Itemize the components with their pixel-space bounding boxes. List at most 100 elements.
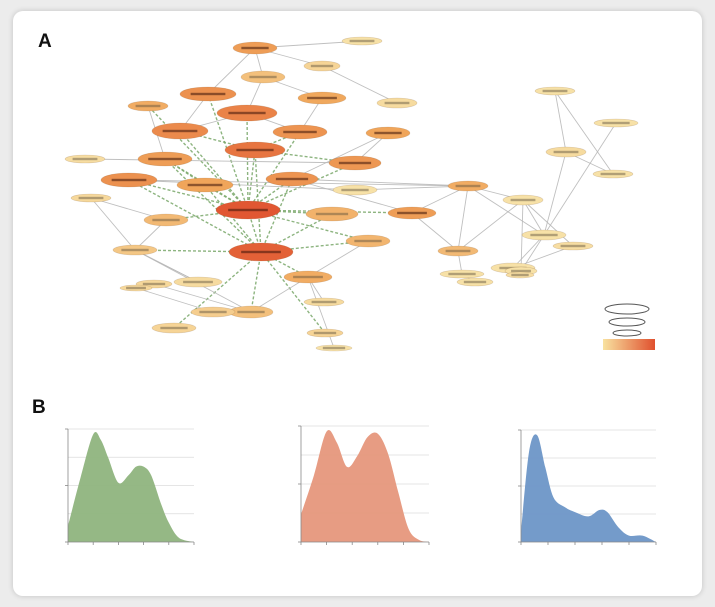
network-node-label-mark — [187, 183, 223, 187]
network-node — [70, 193, 112, 203]
network-node-shape — [240, 70, 286, 84]
network-node-shape — [64, 154, 106, 164]
network-edge — [254, 149, 262, 253]
network-node-label-mark — [310, 64, 334, 68]
network-node-label-mark — [315, 212, 349, 216]
network-edge — [128, 179, 262, 253]
density-chart-1 — [65, 428, 195, 545]
network-node-label-mark — [313, 331, 337, 335]
network-edge — [554, 90, 567, 153]
network-node — [127, 100, 169, 112]
network-node-shape — [151, 322, 197, 334]
network-node-shape — [592, 169, 634, 179]
network-edge — [543, 151, 567, 236]
network-node — [297, 91, 347, 105]
network-node — [137, 151, 193, 167]
network-edge — [247, 178, 293, 211]
network-edge — [250, 251, 262, 313]
network-node-shape — [173, 276, 223, 288]
network-node — [456, 277, 494, 287]
network-node-label-mark — [530, 233, 558, 237]
network-edge — [84, 158, 356, 164]
network-node-label-mark — [602, 121, 630, 125]
network-edge — [250, 276, 309, 313]
network-node-label-mark — [293, 275, 323, 279]
network-edge — [90, 197, 136, 251]
network-node — [228, 305, 274, 319]
network-edge — [128, 179, 356, 191]
density-area — [301, 429, 429, 542]
legend-size-large — [604, 303, 650, 315]
network-node-label-mark — [275, 177, 309, 181]
network-edge — [457, 199, 524, 252]
network-node — [505, 271, 535, 279]
network-node-label-mark — [237, 310, 265, 314]
network-edge — [173, 251, 262, 329]
network-node-label-mark — [553, 150, 579, 154]
network-node — [100, 172, 158, 188]
network-node — [119, 284, 153, 292]
network-node — [240, 70, 286, 84]
network-edge — [467, 185, 545, 236]
network-node-label-mark — [510, 198, 536, 202]
network-node — [341, 36, 383, 46]
network-edge — [307, 276, 335, 349]
network-node-shape — [376, 97, 418, 109]
legend-color-gradient — [603, 339, 655, 350]
network-node-shape — [502, 194, 544, 206]
network-node-shape — [332, 184, 378, 196]
network-edge — [291, 132, 389, 180]
network-node-label-mark — [72, 157, 98, 161]
network-edge — [321, 65, 398, 104]
network-node-label-mark — [249, 75, 277, 79]
network-node-label-mark — [311, 300, 337, 304]
network-node — [376, 97, 418, 109]
network-node-label-mark — [121, 248, 149, 252]
network-node — [232, 41, 278, 55]
network-edge — [207, 47, 256, 95]
network-node — [306, 328, 344, 338]
network-node-label-mark — [190, 92, 226, 96]
network-edge — [260, 213, 333, 253]
panel-b-label: B — [32, 397, 46, 418]
network-node-label-mark — [600, 172, 626, 176]
network-node-label-mark — [307, 96, 337, 100]
network-node-shape — [119, 284, 153, 292]
network-node-label-mark — [152, 218, 180, 222]
density-chart-2 — [298, 425, 430, 545]
network-node-label-mark — [160, 326, 188, 330]
network-nodes — [64, 36, 639, 352]
network-node-label-mark — [354, 239, 382, 243]
network-legend — [603, 303, 655, 350]
network-node — [143, 213, 189, 227]
network-node — [215, 200, 281, 220]
network-node-label-mark — [511, 269, 531, 273]
network-node-shape — [437, 245, 479, 257]
network-node-shape — [345, 234, 391, 248]
network-node-label-mark — [241, 250, 281, 254]
network-edge — [307, 240, 369, 278]
network-edge — [165, 209, 249, 221]
network-node — [552, 241, 594, 251]
network-node — [365, 126, 411, 140]
network-edge — [522, 199, 545, 236]
network-node-shape — [593, 118, 639, 128]
network-node-label-mark — [78, 196, 104, 200]
network-edge — [260, 178, 293, 253]
network-edge — [260, 251, 326, 334]
network-node-label-mark — [397, 211, 427, 215]
network-edge — [520, 122, 617, 272]
network-node — [534, 86, 576, 96]
network-node-label-mark — [183, 280, 213, 284]
network-edge — [554, 90, 614, 175]
network-node — [228, 242, 294, 262]
network-node-label-mark — [448, 272, 476, 276]
network-node — [305, 206, 359, 222]
network-edge — [522, 199, 574, 247]
network-node — [173, 276, 223, 288]
network-node — [521, 229, 567, 241]
network-node — [345, 234, 391, 248]
network-edge — [164, 158, 262, 253]
network-node — [328, 155, 382, 171]
